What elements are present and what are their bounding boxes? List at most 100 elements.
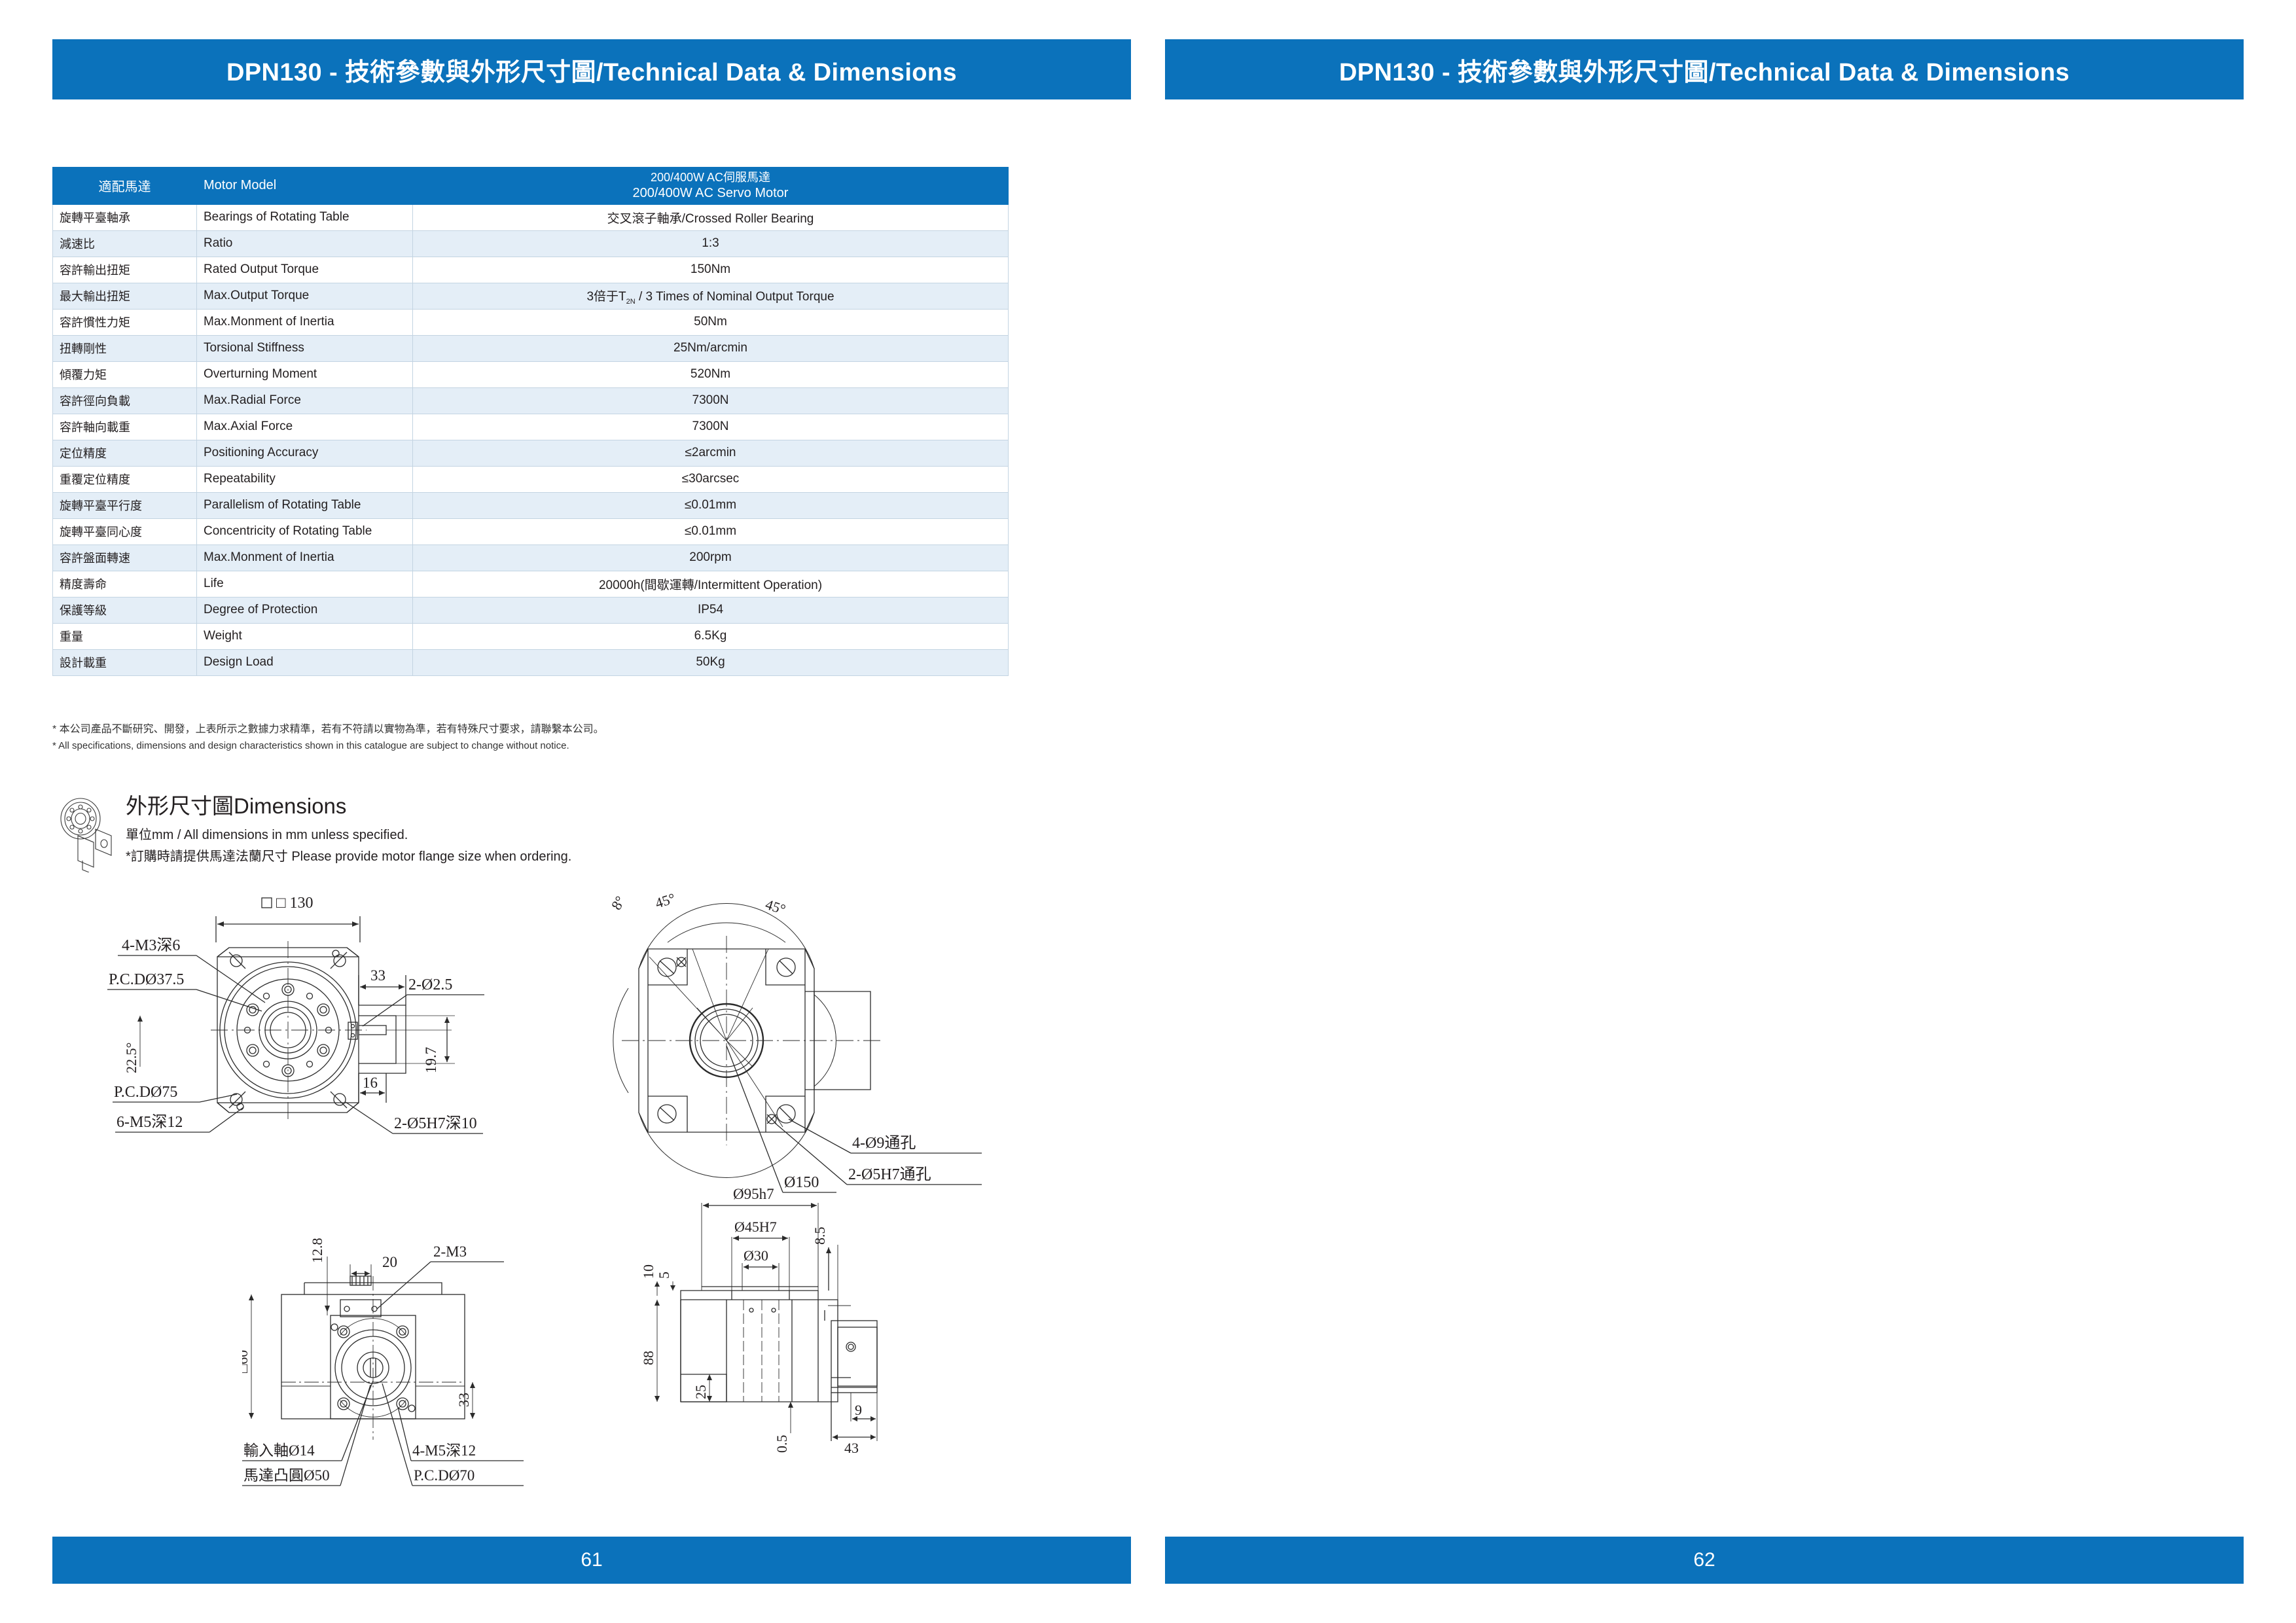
label-45deg-right: 45° — [763, 896, 787, 918]
table-row: 旋轉平臺軸承 Bearings of Rotating Table 交叉滾子軸承/C… — [52, 204, 1009, 231]
row-label-en: Life — [196, 570, 413, 597]
label-d150: Ø150 — [784, 1174, 819, 1191]
table-row: 扭轉剛性 Torsional Stiffness 25Nm/arcmin — [52, 334, 1009, 362]
row-label-cn: 旋轉平臺平行度 — [52, 491, 197, 519]
label-88: 88 — [640, 1351, 656, 1365]
row-label-en: Positioning Accuracy — [196, 439, 413, 467]
th-col1: 適配馬達 — [52, 167, 197, 205]
label-2-d25: 2-Ø2.5 — [408, 976, 452, 993]
row-label-cn: 容許輸出扭矩 — [52, 256, 197, 283]
footnote-en: * All specifications, dimensions and des… — [52, 740, 569, 752]
row-label-en: Repeatability — [196, 465, 413, 493]
th-col3: 200/400W AC伺服馬達 200/400W AC Servo Motor — [412, 167, 1009, 205]
table-row: 減速比 Ratio 1:3 — [52, 230, 1009, 257]
row-value: 200rpm — [412, 544, 1009, 571]
label-25: 25 — [692, 1385, 709, 1399]
row-label-cn: 重覆定位精度 — [52, 465, 197, 493]
drawing-side-view-left: 12.8 20 2-M3 □60 33 — [242, 1211, 530, 1492]
label-19-7: 19.7 — [423, 1047, 439, 1073]
label-16: 16 — [363, 1075, 378, 1091]
footnote-cn: * 本公司產品不斷研究、開發，上表所示之數據力求精準，若有不符請以實物為準，若有… — [52, 724, 604, 735]
row-label-cn: 容許徑向負載 — [52, 387, 197, 414]
drawing-section-view-left: Ø95h7 Ø45H7 Ø30 — [628, 1171, 916, 1459]
row-label-en: Bearings of Rotating Table — [196, 204, 413, 231]
label-43: 43 — [844, 1440, 859, 1456]
row-label-en: Max.Radial Force — [196, 387, 413, 414]
row-value: ≤0.01mm — [412, 491, 1009, 519]
label-4-m5: 4-M5深12 — [412, 1442, 476, 1459]
table-row: 傾覆力矩 Overturning Moment 520Nm — [52, 361, 1009, 388]
label-9: 9 — [855, 1402, 862, 1418]
label-6-m5: 6-M5深12 — [117, 1113, 183, 1131]
row-label-cn: 傾覆力矩 — [52, 361, 197, 388]
label-pcd375: P.C.DØ37.5 — [109, 971, 184, 988]
table-row: 旋轉平臺同心度 Concentricity of Rotating Table ≤0… — [52, 518, 1009, 545]
table-row: 精度壽命 Life 20000h(間歇運轉/Intermittent Operati… — [52, 570, 1009, 597]
row-label-cn: 扭轉剛性 — [52, 334, 197, 362]
label-4-m3: 4-M3深6 — [122, 936, 180, 954]
row-label-cn: 重量 — [52, 622, 197, 650]
motor-spec-table: 適配馬達 Motor Model 200/400W AC伺服馬達 200/400W A… — [52, 167, 1009, 676]
row-value: 150Nm — [412, 256, 1009, 283]
page-number-left: 61 — [581, 1549, 603, 1571]
label-8-5: 8.5 — [812, 1227, 828, 1245]
label-4-d9-through: 4-Ø9通孔 — [852, 1135, 916, 1152]
table-row: 容許徑向負載 Max.Radial Force 7300N — [52, 387, 1009, 414]
label-22-5deg: 22.5° — [123, 1043, 139, 1073]
header-title: DPN130 - 技術參數與外形尺寸圖/Technical Data & Dim… — [226, 58, 958, 86]
footer-gutter — [1143, 1537, 1153, 1584]
header-title-right: DPN130 - 技術參數與外形尺寸圖/Technical Data & Dim… — [1338, 58, 2070, 86]
row-label-cn: 旋轉平臺同心度 — [52, 518, 197, 545]
row-label-en: Degree of Protection — [196, 596, 413, 624]
label-2-d5h7-through: 2-Ø5H7通孔 — [848, 1166, 931, 1183]
row-value: 交叉滾子軸承/Crossed Roller Bearing — [412, 204, 1009, 231]
drawing-front-view-left: □ 130 — [98, 877, 491, 1185]
page-footer-left: 61 — [52, 1537, 1131, 1584]
row-value: ≤0.01mm — [412, 518, 1009, 545]
page-right: DPN130 - 技術參數與外形尺寸圖/Technical Data & Dim… — [1148, 0, 2296, 1623]
drawing-rear-view-left: 8° 45° 45° 4-Ø9通孔 2-Ø5H7通孔 Ø150 — [589, 870, 995, 1198]
reducer-icon — [60, 798, 112, 872]
table-row: 重量 Weight 6.5Kg — [52, 622, 1009, 650]
row-value: IP54 — [412, 596, 1009, 624]
table-row: 容許慣性力矩 Max.Monment of Inertia 50Nm — [52, 308, 1009, 336]
row-label-cn: 精度壽命 — [52, 570, 197, 597]
table-row: 容許盤面轉速 Max.Monment of Inertia 200rpm — [52, 544, 1009, 571]
row-label-en: Weight — [196, 622, 413, 650]
table-row: 容許軸向載重 Max.Axial Force 7300N — [52, 413, 1009, 440]
page-footer-right: 62 — [1165, 1537, 2244, 1584]
row-value: 6.5Kg — [412, 622, 1009, 650]
table-row: 定位精度 Positioning Accuracy ≤2arcmin — [52, 439, 1009, 467]
row-label-en: Max.Axial Force — [196, 413, 413, 440]
row-label-en: Parallelism of Rotating Table — [196, 491, 413, 519]
row-label-cn: 容許軸向載重 — [52, 413, 197, 440]
row-label-en: Concentricity of Rotating Table — [196, 518, 413, 545]
page-number-right: 62 — [1693, 1549, 1715, 1571]
label-45deg-left: 45° — [653, 889, 677, 911]
row-label-cn: 最大輸出扭矩 — [52, 282, 197, 310]
row-label-cn: 旋轉平臺軸承 — [52, 204, 197, 231]
row-value: 520Nm — [412, 361, 1009, 388]
label-width: □ 130 — [276, 895, 314, 912]
label-d45h7: Ø45H7 — [734, 1219, 777, 1235]
row-label-cn: 設計載重 — [52, 649, 197, 676]
row-value: 1:3 — [412, 230, 1009, 257]
dimensions-heading-left: 外形尺寸圖Dimensions 單位mm / All dimensions in… — [56, 794, 572, 872]
table-row: 設計載重 Design Load 50Kg — [52, 649, 1009, 676]
row-label-en: Design Load — [196, 649, 413, 676]
row-value: 7300N — [412, 387, 1009, 414]
label-33-side: 33 — [456, 1393, 472, 1407]
label-0-5: 0.5 — [774, 1435, 790, 1454]
label-8deg: 8° — [608, 893, 629, 913]
page-header-right: DPN130 - 技術參數與外形尺寸圖/Technical Data & Dim… — [1165, 39, 2244, 99]
dimensions-sub2: *訂購時請提供馬達法蘭尺寸 Please provide motor flang… — [126, 849, 572, 864]
label-12-8: 12.8 — [309, 1238, 325, 1264]
label-33: 33 — [370, 967, 386, 984]
row-value: 50Kg — [412, 649, 1009, 676]
table-row: 容許輸出扭矩 Rated Output Torque 150Nm — [52, 256, 1009, 283]
header-gutter — [1143, 39, 1153, 99]
label-2-m3: 2-M3 — [433, 1243, 467, 1260]
label-pcd75: P.C.DØ75 — [114, 1084, 177, 1101]
row-label-en: Max.Monment of Inertia — [196, 544, 413, 571]
page-left: DPN130 - 技術參數與外形尺寸圖/Technical Data & Dim… — [52, 39, 1131, 1584]
